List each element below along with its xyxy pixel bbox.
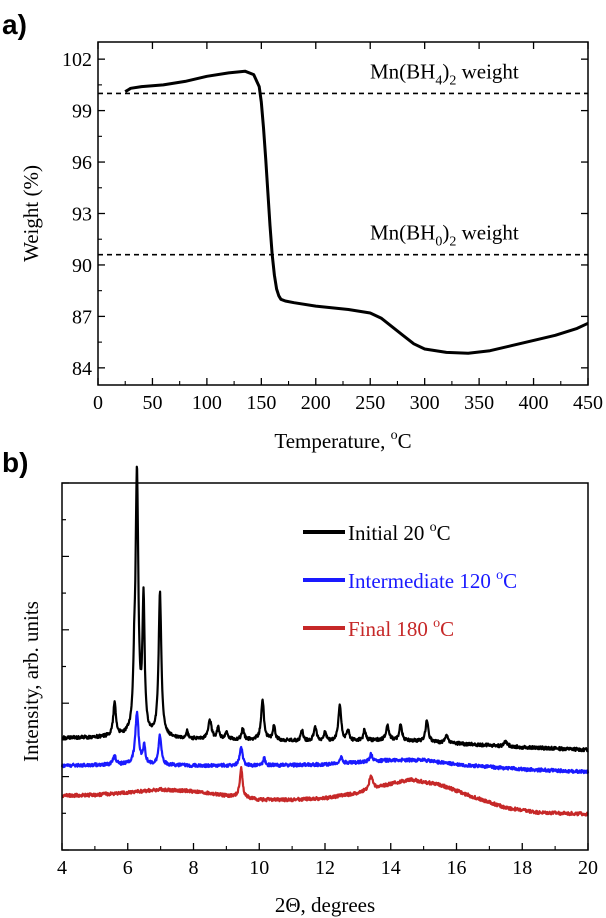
- panel-a-y-tick-label: 84: [72, 358, 92, 380]
- panel-a-x-tick-label: 0: [93, 392, 103, 414]
- panel-a-y-axis-label: Weight (%): [19, 165, 43, 262]
- panel-a-reference-label: Mn(BH0)2 weight: [370, 221, 519, 250]
- panel-a-x-tick-label: 200: [301, 392, 331, 414]
- panel-b-y-axis-label: Intensity, arb. units: [19, 601, 43, 762]
- panel-a-y-tick-label: 96: [72, 152, 92, 174]
- panel-b-pattern-line: [61, 465, 589, 753]
- panel-a-y-tick-label: 102: [62, 49, 92, 71]
- panel-b-x-tick-label: 10: [249, 857, 269, 879]
- panel-b-x-tick-label: 8: [189, 857, 199, 879]
- panel-b-pattern-line: [61, 765, 589, 817]
- panel-a-x-tick-label: 250: [355, 392, 385, 414]
- panel-b-x-tick-label: 20: [578, 857, 598, 879]
- panel-b-x-axis-label: 2Θ, degrees: [275, 893, 375, 917]
- panel-b-x-tick-label: 18: [512, 857, 532, 879]
- panel-a-weight-line: [124, 69, 589, 355]
- legend-entry: Intermediate 120 oC: [348, 568, 517, 593]
- panel-a-y-tick-label: 99: [72, 101, 92, 123]
- panel-b-legend: Initial 20 oC Intermediate 120 oC Final 18…: [303, 520, 517, 641]
- panel-b-x-tick-label: 14: [381, 857, 401, 879]
- panel-a-y-tick-label: 87: [72, 306, 92, 328]
- legend-entry: Final 180 oC: [348, 616, 454, 641]
- panel-b-x-tick-label: 16: [447, 857, 467, 879]
- panel-b-pattern-line: [60, 710, 590, 775]
- panel-b-x-tick-label: 12: [315, 857, 335, 879]
- panel-b-label: b): [2, 447, 28, 478]
- panel-a-weight-chart: a) Mn(BH4)2 weight Mn(BH0)2 weight 0 50 100…: [2, 9, 603, 453]
- panel-a-x-tick-label: 450: [573, 392, 603, 414]
- panel-a-y-tick-label: 93: [72, 204, 92, 226]
- panel-a-reference-label: Mn(BH4)2 weight: [370, 59, 519, 88]
- panel-a-label: a): [2, 9, 27, 40]
- panel-a-x-tick-label: 350: [464, 392, 494, 414]
- panel-b-x-tick-label: 4: [57, 857, 67, 879]
- panel-a-x-tick-label: 100: [192, 392, 222, 414]
- panel-a-x-tick-label: 300: [410, 392, 440, 414]
- panel-b-x-tick-label: 6: [123, 857, 133, 879]
- legend-entry: Initial 20 oC: [348, 520, 451, 545]
- panel-a-x-tick-label: 400: [519, 392, 549, 414]
- panel-a-x-tick-label: 50: [142, 392, 162, 414]
- panel-b-xrd-chart: b) 4 6 8 10 12 14 16 18 20 Initial 20 oC Intermed…: [2, 447, 598, 917]
- panel-a-y-tick-label: 90: [72, 255, 92, 277]
- panel-a-x-axis-label: Temperature, oC: [274, 428, 411, 453]
- panel-a-x-tick-label: 150: [246, 392, 276, 414]
